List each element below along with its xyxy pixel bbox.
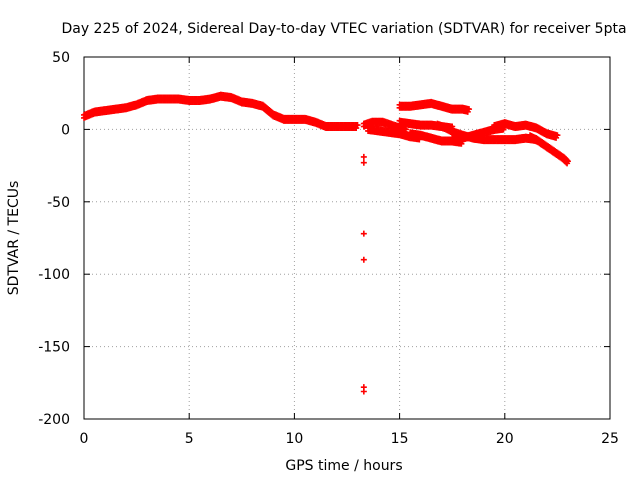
x-tick-label: 5: [185, 431, 194, 447]
y-tick-label: -200: [38, 412, 70, 428]
data-point: [360, 388, 367, 395]
x-tick-label: 20: [496, 431, 514, 447]
data-point: [360, 256, 367, 263]
y-tick-label: -100: [38, 267, 70, 283]
x-axis: 0 5 10 15 20 25: [80, 57, 619, 447]
y-axis-label: SDTVAR / TECUs: [6, 181, 22, 296]
grid-lines: [84, 57, 610, 419]
plot-frame: [83, 56, 611, 420]
x-tick-label: 25: [601, 431, 619, 447]
y-axis: 50 0 -50 -100 -150 -200: [38, 50, 610, 428]
data-points: [81, 91, 571, 395]
data-point: [466, 106, 473, 113]
x-tick-label: 10: [285, 431, 303, 447]
y-tick-label: -150: [38, 340, 70, 356]
x-tick-label: 0: [80, 431, 89, 447]
chart-title: Day 225 of 2024, Sidereal Day-to-day VTE…: [61, 21, 626, 37]
y-tick-label: -50: [47, 195, 70, 211]
data-point: [360, 153, 367, 160]
data-point: [360, 159, 367, 166]
x-tick-label: 15: [391, 431, 409, 447]
data-point: [354, 122, 361, 129]
data-point: [564, 158, 571, 165]
data-point: [554, 132, 561, 139]
x-axis-label: GPS time / hours: [285, 458, 402, 474]
data-point: [360, 230, 367, 237]
y-tick-label: 50: [52, 50, 70, 66]
y-tick-label: 0: [61, 122, 70, 138]
